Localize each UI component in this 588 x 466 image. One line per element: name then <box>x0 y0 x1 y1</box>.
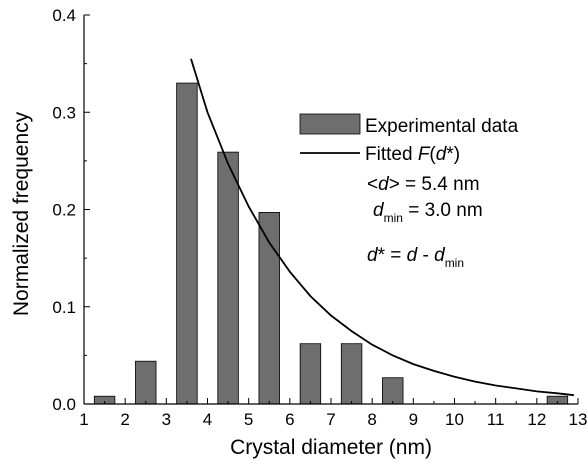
x-tick-label: 10 <box>445 410 464 429</box>
y-tick-label: 0.0 <box>52 395 76 414</box>
x-tick-label: 13 <box>569 410 588 429</box>
legend-bar-swatch <box>299 113 361 135</box>
annotations: <d> = 5.4 nm dmin = 3.0 nm d* = d - dmin <box>367 174 483 270</box>
y-axis-label: Normalized frequency <box>10 111 33 316</box>
x-tick-label: 5 <box>244 410 253 429</box>
tick-labels: 1 2 3 4 5 6 7 8 9 10 11 12 130.00.10.20.30.4 <box>52 6 587 429</box>
legend: Experimental data Fitted F(d*) <box>299 113 519 165</box>
fitted-curve <box>190 58 575 397</box>
x-tick-label: 3 <box>162 410 171 429</box>
y-tick-label: 0.1 <box>52 298 76 317</box>
x-tick-label: 7 <box>326 410 335 429</box>
bar <box>135 360 157 405</box>
annotation-mean: <d> = 5.4 nm <box>367 174 480 195</box>
x-axis-label: Crystal diameter (nm) <box>230 436 432 459</box>
x-tick-label: 1 <box>79 410 88 429</box>
y-tick-label: 0.3 <box>52 103 76 122</box>
x-tick-label: 4 <box>203 410 212 429</box>
axes <box>83 14 579 405</box>
y-tick-label: 0.2 <box>52 201 76 220</box>
bars-group <box>93 82 569 405</box>
legend-bar-label: Experimental data <box>365 116 519 137</box>
legend-line-label: Fitted F(d*) <box>365 144 460 165</box>
x-tick-label: 9 <box>409 410 418 429</box>
y-tick-label: 0.4 <box>52 6 76 25</box>
annotation-dmin: dmin = 3.0 nm <box>373 200 483 225</box>
bar <box>217 151 239 405</box>
x-tick-label: 8 <box>367 410 376 429</box>
x-tick-label: 11 <box>487 410 505 429</box>
x-tick-label: 6 <box>285 410 294 429</box>
bar <box>340 343 363 405</box>
bar <box>382 377 404 405</box>
x-tick-label: 2 <box>120 410 129 429</box>
bar <box>176 82 198 405</box>
x-tick-label: 12 <box>527 410 546 429</box>
bar <box>299 343 322 405</box>
annotation-dstar: d* = d - dmin <box>367 245 464 270</box>
